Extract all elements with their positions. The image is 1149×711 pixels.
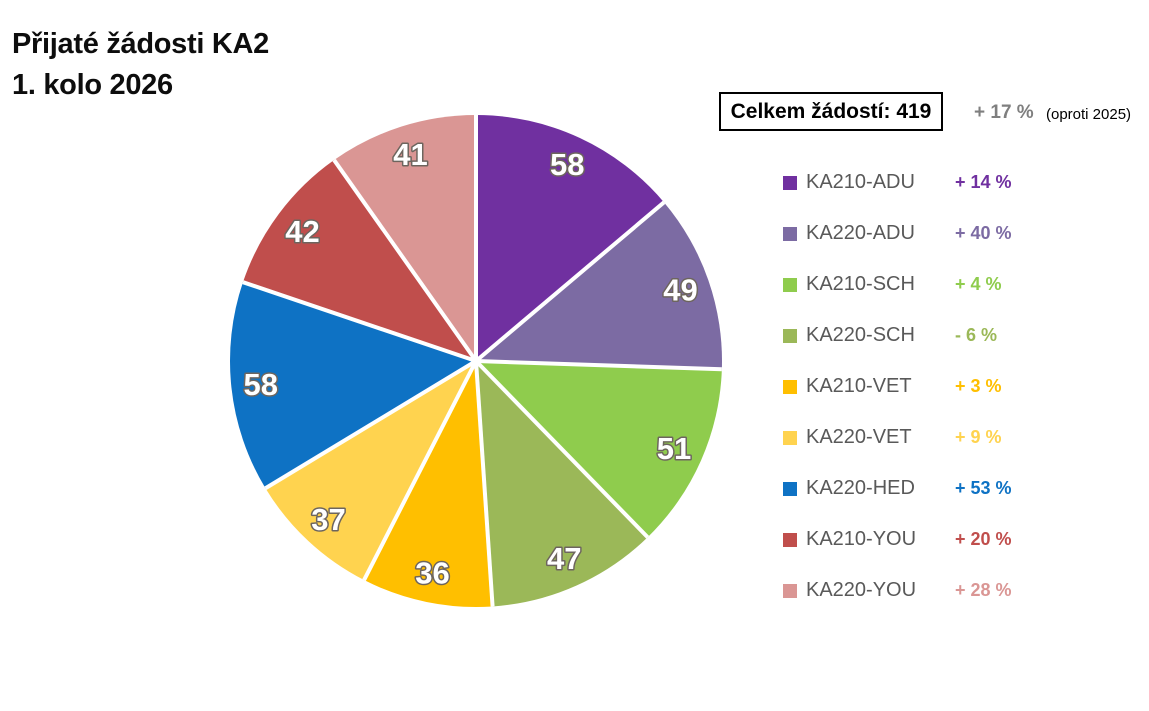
legend-swatch-icon xyxy=(783,277,797,292)
legend-change-pct: + 28 % xyxy=(955,580,1012,600)
pie-slice-KA220-YOU xyxy=(334,115,476,361)
pie-value-label-KA210-YOU: 42 xyxy=(285,214,319,249)
pie-slice-KA210-SCH xyxy=(476,361,722,538)
slice-separator xyxy=(474,200,666,363)
slice-separator xyxy=(474,359,650,539)
slice-separator xyxy=(264,359,478,490)
chart-title: Přijaté žádosti KA2 1. kolo 2026 xyxy=(12,24,269,106)
legend-swatch-icon xyxy=(783,481,797,496)
legend-label: KA220-VET xyxy=(806,426,912,448)
pie-slice-KA210-YOU xyxy=(242,160,476,361)
pie-slice-KA220-ADU xyxy=(476,202,723,370)
legend-change-pct: + 14 % xyxy=(955,172,1012,192)
legend-swatch-icon xyxy=(783,328,797,343)
legend-item-KA210-VET: KA210-VET + 3 % xyxy=(783,361,1012,412)
pie-value-label-KA210-VET: 36 xyxy=(415,556,449,591)
legend-item-KA210-ADU: KA210-ADU + 14 % xyxy=(783,157,1012,208)
pie-value-label-KA220-VET: 37 xyxy=(311,502,345,537)
legend-change-pct: + 20 % xyxy=(955,529,1012,549)
total-change-note: (oproti 2025) xyxy=(1046,106,1132,123)
legend-item-KA220-YOU: KA220-YOU + 28 % xyxy=(783,565,1012,616)
legend-item-KA210-SCH: KA210-SCH + 4 % xyxy=(783,259,1012,310)
slice-separator xyxy=(474,360,495,607)
legend-label: KA220-ADU xyxy=(806,222,915,244)
legend-item-KA210-YOU: KA210-YOU + 20 % xyxy=(783,514,1012,565)
legend-swatch-icon xyxy=(783,379,797,394)
legend-label: KA210-SCH xyxy=(806,273,915,295)
legend-change-pct: + 40 % xyxy=(955,223,1012,243)
legend-item-KA220-HED: KA220-HED + 53 % xyxy=(783,463,1012,514)
pie-slice-KA220-VET xyxy=(265,361,476,581)
slice-separator xyxy=(475,359,722,372)
pie-slice-KA220-HED xyxy=(230,282,476,489)
legend-label: KA210-YOU xyxy=(806,528,917,550)
total-applications-box: Celkem žádostí: 419 xyxy=(719,92,943,131)
legend-swatch-icon xyxy=(783,430,797,445)
legend-change-pct: + 3 % xyxy=(955,376,1002,396)
legend-swatch-icon xyxy=(783,226,797,241)
pie-value-label-KA220-YOU: 41 xyxy=(393,137,427,172)
legend-change-pct: + 9 % xyxy=(955,427,1002,447)
legend-item-KA220-SCH: KA220-SCH - 6 % xyxy=(783,310,1012,361)
legend-item-KA220-VET: KA220-VET + 9 % xyxy=(783,412,1012,463)
legend-label: KA220-HED xyxy=(806,477,915,499)
slice-separator xyxy=(362,360,478,581)
legend-item-KA220-ADU: KA220-ADU + 40 % xyxy=(783,208,1012,259)
chart-legend: KA210-ADU + 14 % KA220-ADU + 40 % KA210-SCH +… xyxy=(783,157,1012,616)
slice-separator xyxy=(242,280,477,363)
legend-label: KA210-ADU xyxy=(806,171,915,193)
legend-label: KA220-SCH xyxy=(806,324,915,346)
pie-value-label-KA220-HED: 58 xyxy=(244,367,278,402)
pie-slice-KA220-SCH xyxy=(476,361,648,607)
pie-value-label-KA210-ADU: 58 xyxy=(550,147,584,182)
legend-change-pct: + 53 % xyxy=(955,478,1012,498)
legend-change-pct: - 6 % xyxy=(955,325,998,345)
total-applications-label: Celkem žádostí: 419 xyxy=(730,99,932,123)
legend-swatch-icon xyxy=(783,583,797,598)
legend-swatch-icon xyxy=(783,175,797,190)
legend-label: KA210-VET xyxy=(806,375,912,397)
pie-value-label-KA220-ADU: 49 xyxy=(663,273,697,308)
pie-slice-KA210-ADU xyxy=(476,115,664,361)
legend-change-pct: + 4 % xyxy=(955,274,1002,294)
pie-slice-KA210-VET xyxy=(364,361,493,607)
pie-value-label-KA220-SCH: 47 xyxy=(547,541,581,576)
chart-title-line-1: Přijaté žádosti KA2 xyxy=(12,28,269,60)
slice-separator xyxy=(332,158,478,363)
pie-value-label-KA210-SCH: 51 xyxy=(657,431,691,466)
legend-label: KA220-YOU xyxy=(806,579,917,601)
chart-title-line-2: 1. kolo 2026 xyxy=(12,69,173,101)
legend-swatch-icon xyxy=(783,532,797,547)
total-change-percent: + 17 % xyxy=(974,102,1034,123)
